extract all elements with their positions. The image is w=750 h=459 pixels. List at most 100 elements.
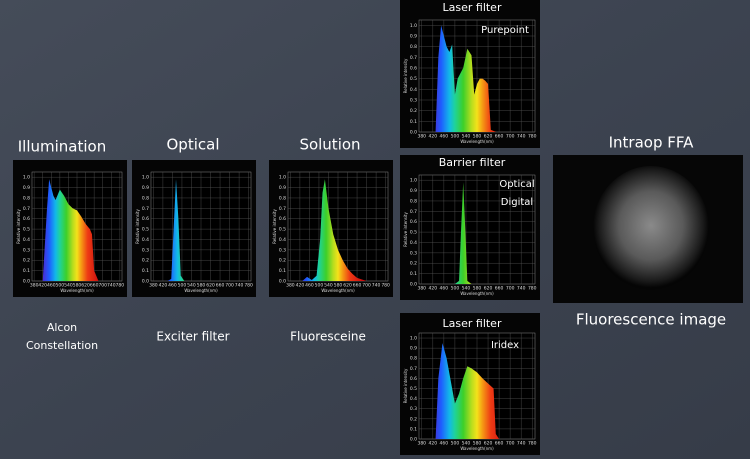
y-tick-label: 0.9: [410, 188, 417, 194]
x-axis-label: Wavelength(nm): [184, 288, 218, 293]
x-tick-label: 660: [90, 283, 99, 289]
x-tick-label: 700: [506, 134, 515, 140]
y-tick-label: 0.5: [410, 386, 417, 392]
x-tick-label: 380: [417, 286, 426, 292]
x-tick-label: 380: [149, 283, 158, 289]
x-tick-label: 580: [473, 441, 482, 447]
spectrum-area: [421, 343, 533, 439]
chart-title: Optical: [167, 136, 220, 154]
x-tick-label: 660: [216, 283, 225, 289]
y-tick-label: 0.2: [279, 258, 286, 264]
y-tick-label: 0.3: [23, 247, 30, 253]
chart: 0.0 0.1 0.2 0.3 0.4 0.5 0.6 0.7 0.8 0.9 1.0 380 420 4…: [400, 313, 540, 455]
chart: 0.0 0.1 0.2 0.3 0.4 0.5 0.6 0.7 0.8 0.9 1.0 380 420 4…: [269, 136, 393, 344]
x-tick-label: 620: [484, 441, 493, 447]
chart-title: Laser filter: [443, 1, 502, 14]
x-tick-label: 580: [197, 283, 206, 289]
spectrum-area: [290, 179, 386, 281]
y-tick-label: 0.5: [410, 76, 417, 82]
x-tick-label: 740: [517, 441, 526, 447]
x-tick-label: 620: [81, 283, 90, 289]
y-tick-label: 0.5: [410, 230, 417, 236]
y-tick-label: 0.7: [279, 206, 286, 212]
y-tick-label: 0.6: [279, 216, 286, 222]
y-tick-label: 0.1: [279, 268, 286, 274]
x-tick-label: 700: [225, 283, 234, 289]
caption: Constellation: [26, 339, 98, 352]
caption: Alcon: [47, 321, 77, 334]
y-tick-label: 0.7: [142, 206, 149, 212]
x-axis-label: Wavelength(nm): [460, 139, 494, 144]
annotation: Iridex: [491, 340, 519, 351]
y-tick-label: 1.0: [410, 178, 417, 184]
x-tick-label: 500: [451, 134, 460, 140]
y-tick-label: 0.1: [410, 119, 417, 125]
y-tick-label: 0.7: [23, 206, 30, 212]
y-tick-label: 0.4: [279, 237, 286, 243]
y-tick-label: 0.5: [142, 227, 149, 233]
y-tick-label: 0.1: [410, 271, 417, 277]
y-tick-label: 0.6: [23, 216, 30, 222]
y-axis-label: Relative intensity: [403, 368, 408, 403]
y-tick-label: 0.4: [410, 396, 417, 402]
x-tick-label: 500: [451, 441, 460, 447]
x-tick-label: 380: [417, 441, 426, 447]
x-tick-label: 620: [206, 283, 215, 289]
fundus-image: [593, 166, 709, 290]
y-tick-label: 0.4: [23, 237, 30, 243]
x-tick-label: 780: [116, 283, 125, 289]
x-tick-label: 660: [495, 441, 504, 447]
y-tick-label: 1.0: [23, 175, 30, 181]
y-tick-label: 0.9: [279, 185, 286, 191]
caption: Fluoresceine: [290, 330, 366, 344]
y-tick-label: 0.3: [410, 250, 417, 256]
y-tick-label: 0.7: [410, 55, 417, 61]
y-tick-label: 0.0: [279, 279, 286, 285]
y-tick-label: 1.0: [279, 175, 286, 181]
y-axis-label: Relative intensity: [135, 208, 140, 243]
x-tick-label: 540: [462, 286, 471, 292]
chart: 0.0 0.1 0.2 0.3 0.4 0.5 0.6 0.7 0.8 0.9 1.0 380 420 4…: [13, 138, 127, 352]
annotation: Digital: [501, 197, 533, 208]
x-tick-label: 420: [429, 286, 438, 292]
x-tick-label: 700: [98, 283, 107, 289]
x-tick-label: 660: [495, 286, 504, 292]
y-tick-label: 0.8: [410, 198, 417, 204]
y-tick-label: 0.9: [23, 185, 30, 191]
x-tick-label: 380: [417, 134, 426, 140]
x-tick-label: 580: [73, 283, 82, 289]
chart-title: Solution: [299, 136, 360, 154]
x-tick-label: 740: [372, 283, 381, 289]
x-tick-label: 580: [334, 283, 343, 289]
y-tick-label: 0.3: [410, 406, 417, 412]
y-tick-label: 0.1: [410, 426, 417, 432]
chart-title: Illumination: [18, 138, 106, 156]
y-tick-label: 0.1: [23, 268, 30, 274]
x-tick-label: 460: [305, 283, 314, 289]
x-axis-label: Wavelength(nm): [460, 291, 494, 296]
x-tick-label: 500: [315, 283, 324, 289]
y-tick-label: 0.1: [142, 268, 149, 274]
x-axis-label: Wavelength(nm): [321, 288, 355, 293]
y-tick-label: 0.3: [410, 98, 417, 104]
y-tick-label: 0.2: [410, 416, 417, 422]
y-tick-label: 0.8: [23, 195, 30, 201]
y-tick-label: 0.7: [410, 209, 417, 215]
x-tick-label: 780: [528, 134, 537, 140]
y-axis-label: Relative intensity: [16, 208, 21, 243]
x-tick-label: 780: [381, 283, 390, 289]
y-tick-label: 0.4: [410, 87, 417, 93]
y-axis-label: Relative intensity: [403, 58, 408, 93]
y-tick-label: 0.6: [142, 216, 149, 222]
x-tick-label: 540: [64, 283, 73, 289]
x-tick-label: 500: [178, 283, 187, 289]
y-axis-label: Relative intensity: [272, 208, 277, 243]
y-tick-label: 0.6: [410, 219, 417, 225]
x-tick-label: 780: [244, 283, 253, 289]
x-tick-label: 700: [506, 286, 515, 292]
x-tick-label: 540: [324, 283, 333, 289]
x-tick-label: 740: [107, 283, 116, 289]
y-tick-label: 0.7: [410, 366, 417, 372]
x-tick-label: 540: [462, 134, 471, 140]
